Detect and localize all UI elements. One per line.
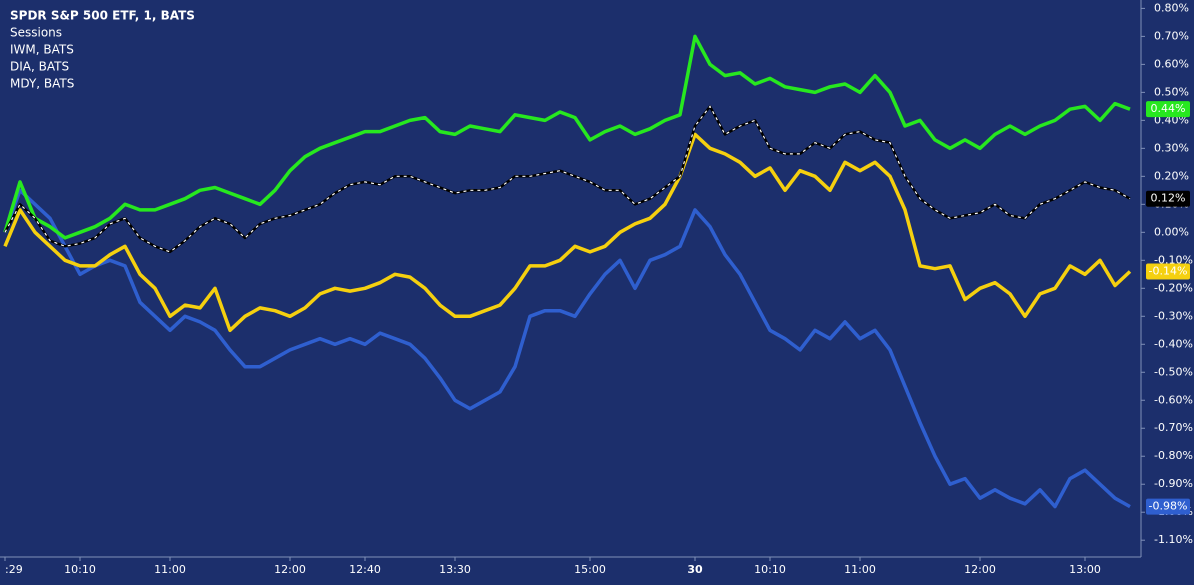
x-tick-label: 13:00 (1069, 563, 1101, 576)
series-line-highlight (4, 105, 1131, 253)
x-tick-label: 11:00 (154, 563, 186, 576)
y-tick-label: 0.30% (1154, 141, 1189, 154)
y-tick-label: -0.70% (1154, 421, 1193, 434)
y-tick-label: -0.80% (1154, 449, 1193, 462)
last-value-tag (1146, 498, 1190, 515)
last-value-label: -0.14% (1149, 265, 1188, 278)
x-tick-label: 12:40 (349, 563, 381, 576)
x-tick-label: 10:10 (754, 563, 786, 576)
legend-entry: DIA, BATS (10, 60, 69, 74)
last-value-label: 0.12% (1151, 192, 1186, 205)
chart-title: SPDR S&P 500 ETF, 1, BATS (10, 9, 195, 23)
y-tick-label: 0.50% (1154, 85, 1189, 98)
y-tick-label: 0.70% (1154, 29, 1189, 42)
x-tick-label: 11:00 (844, 563, 876, 576)
last-value-label: -0.98% (1149, 500, 1188, 513)
y-tick-label: 0.60% (1154, 57, 1189, 70)
legend: SPDR S&P 500 ETF, 1, BATS Sessions IWM, … (10, 9, 195, 91)
last-value-tag (1146, 190, 1190, 207)
last-value-tag (1146, 101, 1190, 118)
y-tick-label: -0.30% (1154, 309, 1193, 322)
last-value-tag (1146, 263, 1190, 280)
legend-entry: IWM, BATS (10, 43, 74, 57)
y-tick-label: -0.60% (1154, 393, 1193, 406)
y-tick-label: 0.00% (1154, 225, 1189, 238)
series-line (3, 34, 1131, 240)
plot-area (3, 34, 1132, 509)
last-value-label: 0.44% (1151, 102, 1186, 115)
legend-entry: MDY, BATS (10, 77, 74, 91)
y-tick-label: -1.10% (1154, 533, 1193, 546)
y-tick-label: -0.90% (1154, 477, 1193, 490)
x-tick-label: :29 (5, 563, 23, 576)
y-tick-label: 0.80% (1154, 1, 1189, 14)
y-tick-label: -0.50% (1154, 365, 1193, 378)
x-tick-label: 10:10 (64, 563, 96, 576)
y-tick-label: -0.20% (1154, 281, 1193, 294)
y-tick-label: -0.10% (1154, 253, 1193, 266)
series-line (3, 188, 1131, 509)
x-tick-label: 12:00 (274, 563, 306, 576)
x-tick-label: 30 (687, 563, 703, 576)
series-line (3, 132, 1132, 333)
y-tick-label: 0.20% (1154, 169, 1189, 182)
x-tick-label: 13:30 (439, 563, 471, 576)
indicator-label: Sessions (10, 26, 62, 40)
x-tick-label: 12:00 (964, 563, 996, 576)
y-tick-label: -0.40% (1154, 337, 1193, 350)
x-tick-label: 15:00 (574, 563, 606, 576)
